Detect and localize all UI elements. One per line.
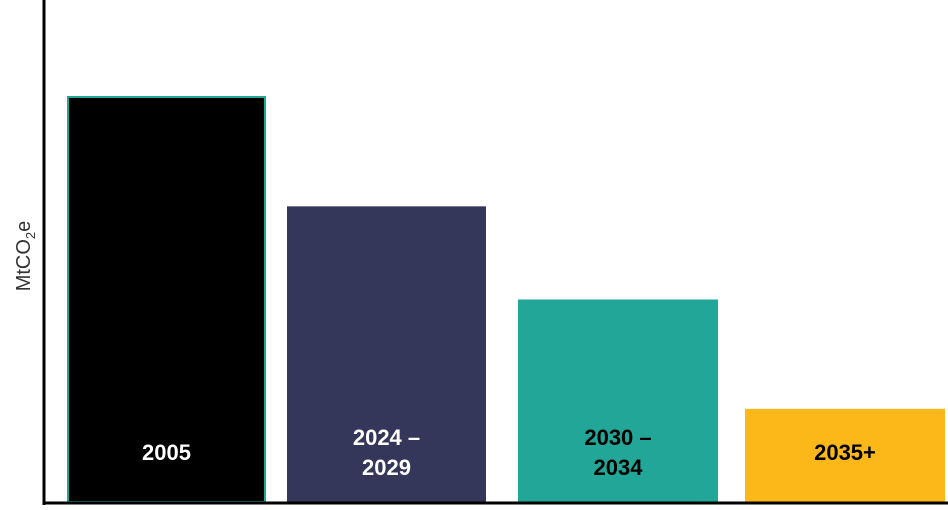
bar-label-3: 2035+	[814, 440, 876, 465]
bar-2	[518, 299, 718, 502]
bar-label-1-line-0: 2024 –	[353, 425, 420, 450]
bar-label-1: 2024 – 2029	[353, 425, 420, 480]
bar-3	[745, 408, 945, 502]
bar-1	[287, 206, 486, 502]
bar-label-3-line-0: 2035+	[814, 440, 876, 465]
y-axis-label-subscript: 2	[23, 232, 38, 239]
y-axis-label-main: MtCO	[13, 239, 35, 291]
bar-label-0-line-0: 2005	[142, 440, 191, 465]
bar-label-1-line-1: 2029	[362, 455, 411, 480]
bar-labels-layer: 2005 2024 – 2029 2030 – 2034 2035+	[142, 425, 876, 480]
bar-label-2-line-0: 2030 –	[584, 425, 651, 450]
bars-layer	[67, 96, 945, 503]
bar-label-0: 2005	[142, 440, 191, 465]
bar-label-2: 2030 – 2034	[584, 425, 651, 480]
bar-label-2-line-1: 2034	[594, 455, 644, 480]
y-axis-label: MtCO2e	[13, 221, 38, 292]
y-axis-label-suffix: e	[13, 221, 35, 232]
bar-0	[67, 96, 266, 503]
